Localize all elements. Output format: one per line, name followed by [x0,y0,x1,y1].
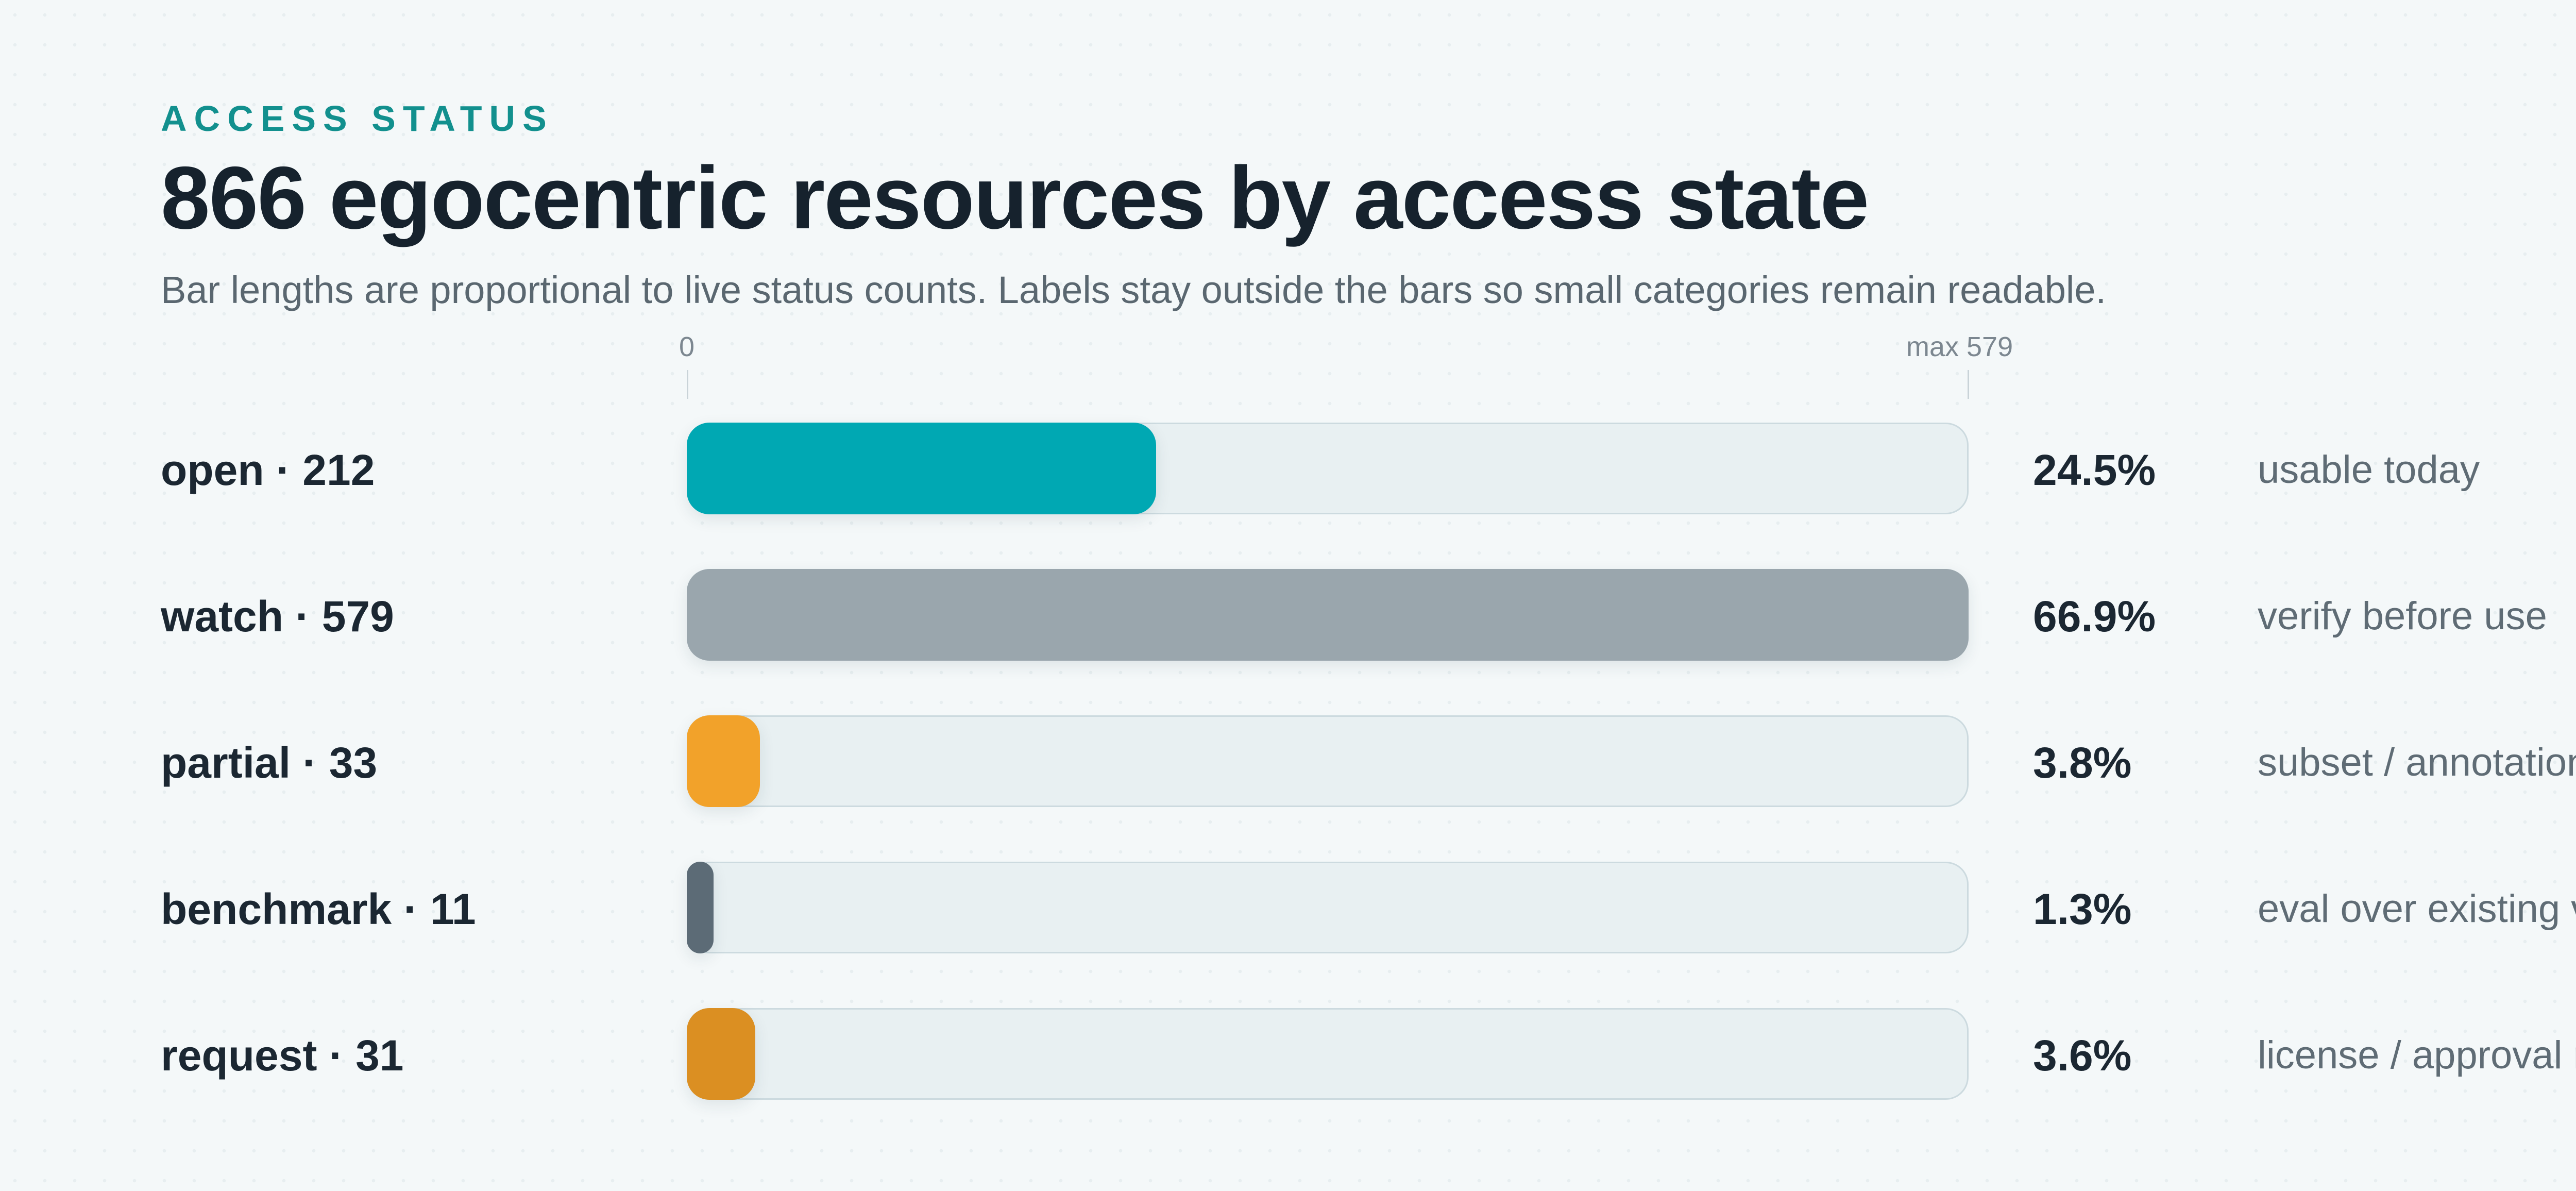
bar-open [687,423,1156,514]
bar-percent-watch: 66.9% [2033,592,2156,641]
bar-note-request: license / approval needed [2258,1033,2576,1077]
bar-note-open: usable today [2258,448,2480,492]
bar-note-watch: verify before use [2258,594,2547,638]
bar-percent-request: 3.6% [2033,1031,2132,1080]
axis-max-label: max 579 [1906,331,2013,362]
bar-benchmark [687,862,714,953]
bar-track-partial [687,715,1969,807]
bar-watch [687,569,1969,661]
bar-track-request [687,1008,1969,1100]
bar-partial [687,715,760,807]
bar-label-open: open · 212 [161,446,375,494]
bar-label-partial: partial · 33 [161,739,378,787]
axis-min-tick [687,370,688,399]
bar-row-benchmark: benchmark · 11 1.3% eval over existing vid… [0,862,2576,957]
bar-percent-partial: 3.8% [2033,739,2132,787]
axis-min-label: 0 [679,331,695,362]
bar-label-request: request · 31 [161,1031,404,1080]
bar-percent-open: 24.5% [2033,446,2156,494]
bar-request [687,1008,756,1100]
bar-row-partial: partial · 33 3.8% subset / annotations onl… [0,715,2576,810]
bar-track-benchmark [687,862,1969,953]
bar-note-benchmark: eval over existing video [2258,887,2576,931]
bar-row-request: request · 31 3.6% license / approval neede… [0,1008,2576,1103]
axis-max-tick [1968,370,1969,399]
chart-subtitle: Bar lengths are proportional to live sta… [161,269,2107,311]
bar-label-watch: watch · 579 [161,592,394,641]
bar-note-partial: subset / annotations only [2258,741,2576,784]
bar-row-open: open · 212 24.5% usable today [0,423,2576,517]
bar-row-watch: watch · 579 66.9% verify before use [0,569,2576,664]
bar-percent-benchmark: 1.3% [2033,885,2132,933]
bar-label-benchmark: benchmark · 11 [161,885,476,933]
eyebrow-label: ACCESS STATUS [161,98,554,139]
chart-title: 866 egocentric resources by access state [161,148,1869,247]
